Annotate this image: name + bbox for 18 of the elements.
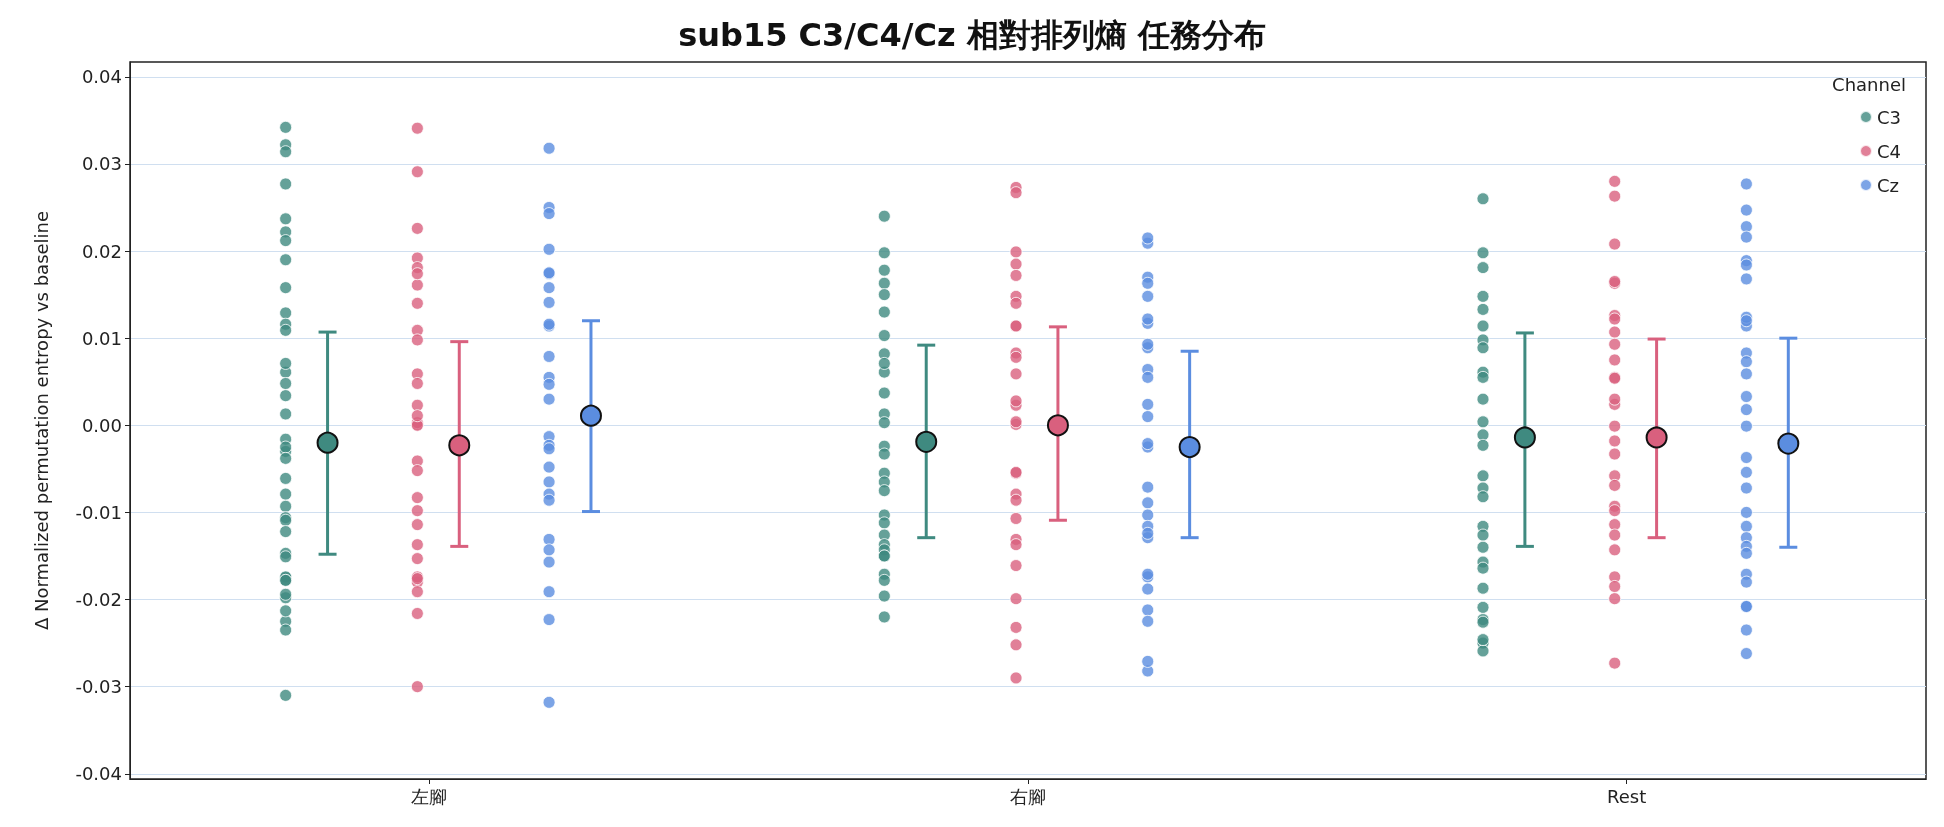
- y-tick-label: 0.00: [81, 414, 122, 436]
- y-tick-label: 0.03: [81, 153, 122, 175]
- y-tick-label: -0.01: [75, 501, 122, 523]
- y-tick-label: 0.04: [81, 66, 122, 88]
- chart-title: sub15 C3/C4/Cz 相對排列熵 任務分布: [678, 16, 1266, 54]
- legend-title: Channel: [1832, 73, 1907, 95]
- y-axis-title: Δ Normalized permutation entropy vs baseline: [30, 210, 52, 631]
- y-tick-label: -0.04: [75, 763, 122, 785]
- legend-label: Cz: [1876, 174, 1900, 196]
- legend-label: C3: [1876, 106, 1902, 128]
- y-tick-label: -0.03: [75, 676, 122, 698]
- x-tick-label: Rest: [1607, 785, 1647, 807]
- y-tick-label: 0.01: [81, 327, 122, 349]
- x-tick-label: 右腳: [1010, 785, 1046, 807]
- legend-label: C4: [1876, 140, 1902, 162]
- y-tick-label: -0.02: [75, 589, 122, 611]
- x-tick-label: 左腳: [411, 785, 448, 807]
- y-tick-label: 0.02: [81, 240, 122, 262]
